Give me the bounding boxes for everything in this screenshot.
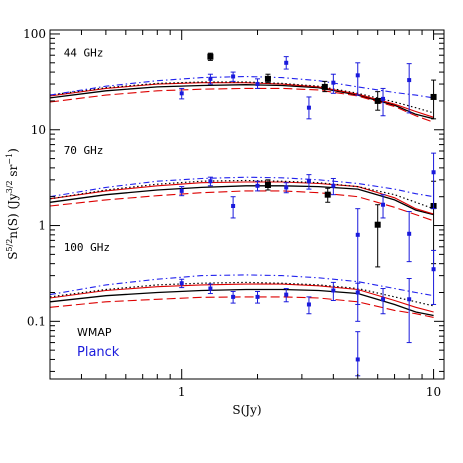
planck-point	[179, 91, 184, 96]
planck-point	[208, 179, 213, 184]
planck-point	[255, 183, 260, 188]
wmap-point	[321, 83, 328, 90]
planck-point	[407, 231, 412, 236]
y-axis-title-s: S	[6, 252, 20, 260]
y-axis-title-sr-exp: −1	[5, 153, 14, 165]
model-curve-red-solid-1	[49, 181, 434, 215]
planck-point	[431, 170, 436, 175]
planck-point	[407, 297, 412, 302]
planck-point	[208, 76, 213, 81]
panel-label-44ghz: 44 GHz	[64, 47, 104, 60]
y-axis-title-sr: sr	[6, 164, 20, 180]
x-axis-title: S(Jy)	[232, 403, 261, 417]
model-curve-red-solid-2	[49, 283, 434, 313]
y-axis-title-mid: n(S) (Jy	[6, 193, 20, 239]
y-tick-label: 10	[31, 123, 46, 137]
planck-point	[255, 294, 260, 299]
planck-point	[255, 82, 260, 87]
model-curve-red-solid-0	[49, 82, 434, 118]
planck-point	[331, 80, 336, 85]
y-tick-label: 0.1	[27, 314, 46, 328]
planck-point	[407, 78, 412, 83]
plot-frame	[49, 29, 445, 380]
model-curve-red-dashed-0	[49, 87, 434, 123]
x-tick-label: 1	[178, 385, 186, 399]
planck-point	[381, 96, 386, 101]
model-curve-red-dashed-1	[49, 190, 434, 222]
panel-label-100ghz: 100 GHz	[64, 241, 110, 254]
model-curve-black-dotted-0	[49, 81, 434, 114]
planck-point	[355, 232, 360, 237]
axis-ticks	[49, 30, 444, 379]
planck-point	[306, 105, 311, 110]
planck-point	[306, 302, 311, 307]
y-tick-label: 100	[23, 27, 46, 41]
planck-point	[284, 60, 289, 65]
planck-point	[381, 202, 386, 207]
y-tick-label: 1	[38, 219, 46, 233]
planck-point	[284, 292, 289, 297]
legend-planck-label: Planck	[77, 345, 120, 360]
model-curve-black-solid-2	[49, 288, 434, 317]
planck-point	[231, 294, 236, 299]
x-tick-label: 10	[426, 385, 441, 399]
planck-point	[355, 73, 360, 78]
planck-point	[179, 281, 184, 286]
model-curve-black-dotted-2	[49, 281, 434, 307]
wmap-point	[207, 53, 214, 60]
planck-point	[331, 288, 336, 293]
data-points	[179, 52, 437, 377]
planck-point	[355, 290, 360, 295]
planck-point	[431, 267, 436, 272]
model-curve-black-dotted-1	[49, 179, 434, 210]
planck-point	[306, 179, 311, 184]
planck-point	[381, 297, 386, 302]
model-curve-black-solid-1	[49, 185, 434, 216]
wmap-point	[374, 97, 381, 104]
y-axis-title-s-exp: 5/2	[5, 239, 14, 252]
model-curve-blue-dotdash-2	[49, 274, 434, 297]
model-curve-red-dashed-2	[49, 296, 434, 318]
planck-point	[179, 188, 184, 193]
panel-label-70ghz: 70 GHz	[64, 144, 104, 157]
y-axis-title-close: )	[6, 148, 20, 153]
legend-wmap-label: WMAP	[77, 326, 112, 339]
planck-point	[231, 203, 236, 208]
model-curve-blue-dotdash-0	[49, 75, 434, 99]
planck-point	[284, 185, 289, 190]
wmap-point	[324, 191, 331, 198]
wmap-point	[264, 75, 271, 82]
y-axis-title: S5/2n(S) (Jy3/2 sr−1)	[5, 148, 20, 260]
model-curves	[49, 75, 434, 318]
y-axis-title-jy-exp: 3/2	[5, 180, 14, 193]
planck-point	[331, 183, 336, 188]
planck-point	[208, 286, 213, 291]
model-curve-black-solid-0	[49, 84, 434, 120]
wmap-point	[430, 93, 437, 100]
model-curve-blue-dotdash-1	[49, 176, 434, 198]
planck-point	[231, 74, 236, 79]
wmap-point	[264, 181, 271, 188]
planck-point	[355, 357, 360, 362]
wmap-point	[374, 221, 381, 228]
